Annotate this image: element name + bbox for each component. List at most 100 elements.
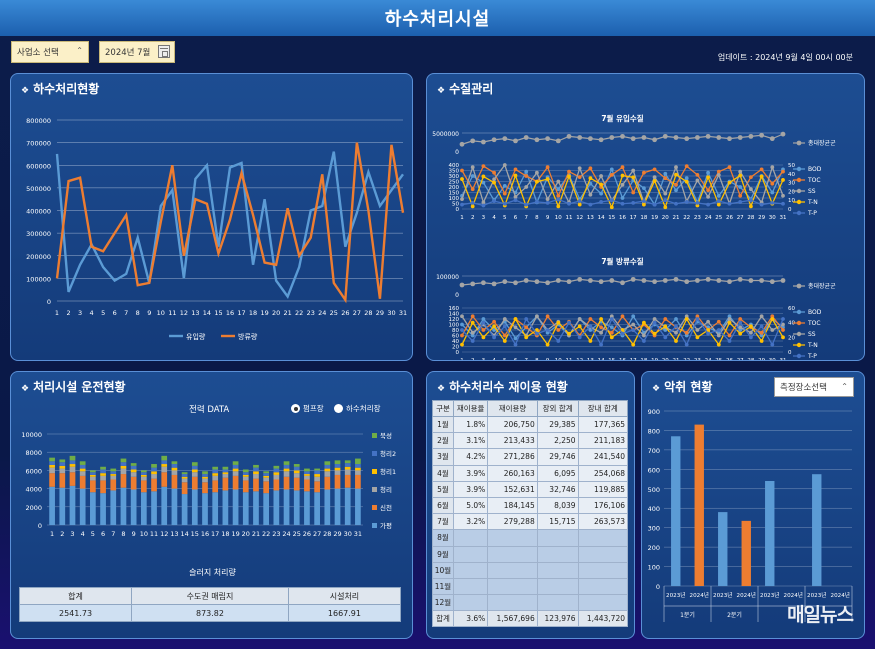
bar-segment [273, 468, 280, 473]
x-tick-label: 2024년 [784, 591, 803, 599]
table-cell: 2,250 [536, 432, 579, 450]
column-header: 재이용량 [487, 400, 538, 417]
x-tick-label: 14 [598, 215, 605, 221]
x-tick-label: 28 [747, 358, 754, 361]
table-row: 8월 [432, 529, 629, 547]
bar-segment [171, 474, 178, 489]
x-tick-label: 4 [90, 309, 94, 317]
bar-segment [79, 464, 86, 469]
data-point [492, 335, 496, 340]
power-subtitle: 전력 DATA [189, 405, 230, 415]
bar-segment [202, 474, 208, 477]
odor-panel-title: 악취 현황 [664, 380, 713, 394]
bar-segment [151, 474, 157, 479]
location-select[interactable]: 측정장소선택 ⌃ [774, 377, 854, 397]
bar-segment [69, 464, 76, 467]
x-tick-label: 23 [694, 215, 701, 221]
site-select[interactable]: 사업소 선택 ⌃ [11, 41, 89, 63]
bar-segment [293, 470, 300, 474]
legend-swatch [372, 523, 377, 528]
data-point [737, 276, 743, 282]
data-point [502, 184, 507, 188]
x-tick-label: 17 [630, 215, 637, 221]
x-tick-label: 2024년 [690, 591, 709, 599]
data-point [588, 176, 593, 181]
x-tick-label: 13 [191, 309, 199, 317]
calendar-icon[interactable] [158, 45, 170, 58]
table-cell: 3.6% [452, 610, 489, 628]
y-tick-label: 600000 [26, 162, 51, 170]
sludge-value: 2541.73 [18, 604, 133, 622]
data-point [470, 339, 475, 343]
table-row: 1월 1.8% 206,750 29,385 177,365 [432, 415, 629, 434]
x-tick-label: 7 [524, 358, 528, 361]
data-point [492, 324, 496, 329]
bar-segment [69, 466, 76, 473]
legend-swatch [796, 140, 802, 146]
bar-segment [253, 491, 259, 525]
x-tick-label: 30 [769, 358, 776, 361]
diamond-icon: ❖ [437, 384, 446, 394]
operation-panel-title: 처리시설 운전현황 [33, 380, 126, 394]
data-point [524, 174, 529, 178]
legend-swatch [372, 487, 377, 492]
odor-chart: 0 100 200 300 400 500 600 700 800 900 2023년 2024년 20… [648, 408, 853, 622]
y-tick-label: 20 [452, 345, 459, 351]
data-point [684, 330, 689, 335]
data-point [705, 133, 711, 139]
bar [741, 520, 751, 586]
data-point [663, 176, 668, 181]
data-point [502, 191, 507, 196]
data-point [545, 197, 550, 201]
x-tick-label: 2023년 [760, 591, 779, 599]
bar-segment [202, 482, 208, 494]
y-tick-label: 100 [449, 196, 460, 202]
bar-segment [100, 466, 106, 470]
radio-pump-station[interactable]: 펌프장 [291, 403, 324, 414]
bar-segment [79, 461, 86, 465]
data-point [577, 199, 582, 203]
legend-swatch [796, 331, 802, 337]
bar-segment [293, 477, 300, 491]
bar-segment [273, 472, 280, 475]
bar-segment [49, 486, 55, 525]
bar [671, 436, 681, 586]
reuse-table: 구분 재이용율 재이용량 장외 합계 장내 합계 1월 1.8% 206,750 29,385 1… [432, 400, 629, 628]
data-point [545, 328, 550, 332]
table-cell: 241,540 [577, 448, 629, 466]
x-tick-label: 6 [514, 358, 518, 361]
table-cell: 3.1% [452, 432, 489, 450]
data-point [770, 317, 775, 321]
x-tick-label: 11 [150, 530, 158, 538]
bar-segment [263, 475, 270, 478]
data-point [599, 174, 603, 178]
data-point [460, 177, 464, 181]
data-point [684, 179, 689, 184]
bar-segment [181, 494, 188, 525]
bar-segment [100, 480, 106, 494]
data-point [513, 167, 518, 172]
data-point [684, 176, 689, 181]
data-point [716, 193, 721, 198]
data-point [460, 333, 464, 338]
bar-segment [49, 473, 55, 487]
bar-segment [232, 475, 239, 490]
data-point [588, 166, 593, 171]
data-point [502, 333, 507, 338]
data-point [460, 202, 464, 207]
data-point [609, 325, 614, 330]
data-point [727, 317, 732, 321]
sewage-chart: 0 100000 200000 300000 400000 500000 600000 700… [26, 117, 407, 341]
data-point [502, 317, 507, 321]
data-point [759, 339, 764, 343]
month-picker[interactable]: 2024년 7월 [99, 41, 175, 63]
table-cell: 10월 [432, 561, 454, 579]
bar-segment [293, 466, 300, 471]
bar-segment [314, 468, 320, 471]
data-point [459, 141, 465, 147]
radio-treatment-plant[interactable]: 하수처리장 [334, 403, 381, 414]
data-point [716, 342, 721, 347]
bar-segment [100, 493, 106, 525]
data-point [759, 174, 764, 179]
x-tick-label: 14 [180, 530, 188, 538]
